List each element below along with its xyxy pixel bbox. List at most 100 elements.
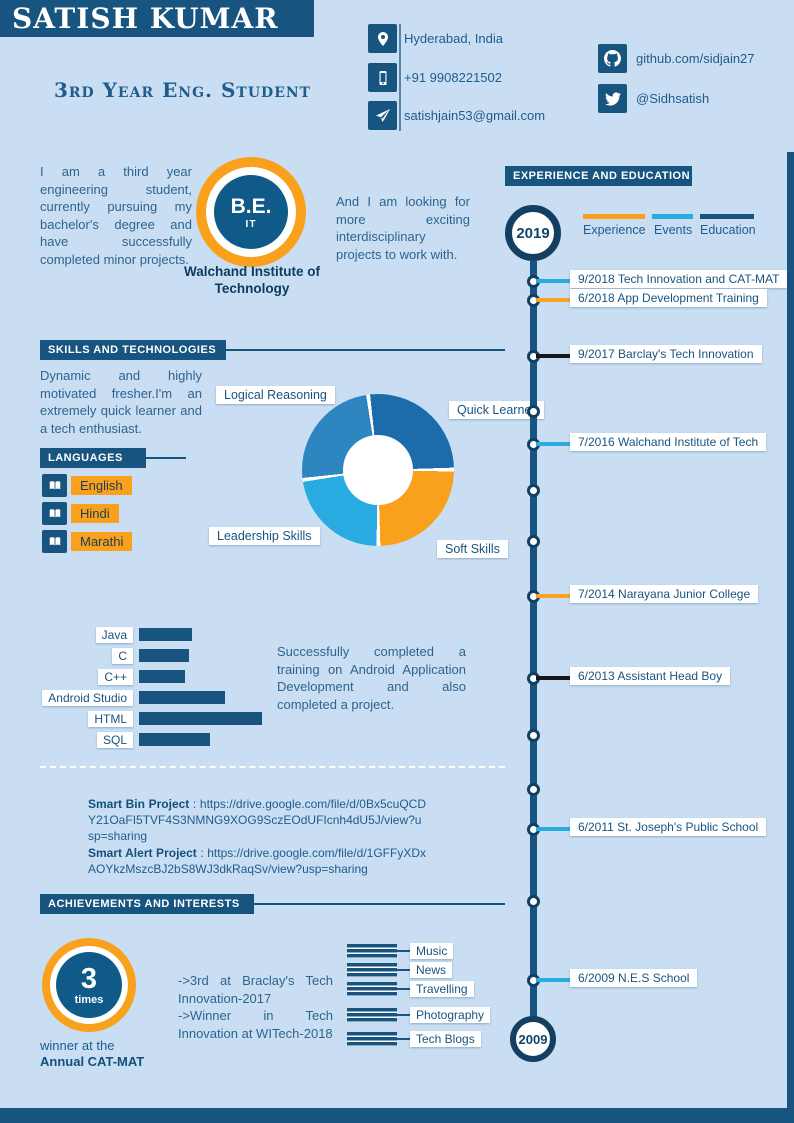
achievement-bullets: ->3rd at Braclay's Tech Innovation-2017 …: [178, 972, 333, 1042]
bar-row: C++: [40, 668, 185, 685]
legend-label-education: Education: [700, 223, 756, 237]
interest-row: Photography: [347, 1007, 491, 1023]
timeline-entry-label: 9/2018 Tech Innovation and CAT-MAT: [570, 270, 788, 288]
achievement-unit: times: [74, 993, 104, 1006]
project-url[interactable]: : https://drive.google.com/file/d/1GFFyX…: [88, 845, 426, 876]
bar-html: [139, 712, 262, 725]
interest-bars-icon: [347, 944, 397, 958]
achievement-bullet: ->Winner in Tech Innovation at WITech-20…: [178, 1008, 333, 1041]
timeline-tick: [536, 676, 570, 680]
timeline-start-year: 2019: [505, 205, 561, 261]
skills-description: Dynamic and highly motivated fresher.I'm…: [40, 368, 202, 436]
person-subtitle: 3rd Year Eng. Student: [54, 78, 312, 102]
interest-row: Travelling: [347, 981, 474, 997]
timeline-tick: [536, 594, 570, 598]
timeline-entry-label: 6/2013 Assistant Head Boy: [570, 667, 731, 685]
bar-label: Android Studio: [42, 689, 133, 706]
project-url[interactable]: : https://drive.google.com/file/d/0Bx5cu…: [88, 797, 426, 844]
interest-connector: [397, 1038, 410, 1040]
donut-label-soft-skills: Soft Skills: [437, 540, 508, 558]
section-title-achievements: ACHIEVEMENTS AND INTERESTS: [40, 894, 254, 914]
donut-hole: [343, 435, 413, 505]
timeline-entry-label: 7/2014 Narayana Junior College: [570, 585, 759, 603]
right-edge-strip: [787, 152, 794, 1108]
phone-icon: [368, 63, 397, 92]
language-icon: [42, 474, 67, 497]
interest-label: Tech Blogs: [410, 1031, 481, 1047]
timeline-tick: [536, 279, 570, 283]
interest-row: News: [347, 962, 453, 978]
achievement-caption-bold: Annual CAT-MAT: [40, 1054, 145, 1069]
interest-label: Music: [410, 943, 454, 959]
section-rule: [254, 903, 505, 905]
timeline-tick: [536, 354, 570, 358]
timeline-tick: [536, 827, 570, 831]
bar-row: HTML: [40, 710, 262, 727]
contact-email[interactable]: satishjain53@gmail.com: [404, 108, 546, 123]
bar-c: [139, 649, 189, 662]
year-label: 2009: [518, 1031, 548, 1047]
language-chip: Marathi: [71, 532, 133, 551]
language-chip: Hindi: [71, 504, 119, 523]
timeline-entry-label: 7/2016 Walchand Institute of Tech: [570, 433, 767, 451]
section-title-timeline: EXPERIENCE AND EDUCATION: [505, 166, 692, 186]
project-line[interactable]: Smart Bin Project : https://drive.google…: [88, 796, 426, 845]
location-icon: [368, 24, 397, 53]
interest-bars-icon: [347, 963, 397, 977]
interest-bars-icon: [347, 1008, 397, 1022]
dashed-divider: [40, 766, 505, 768]
interest-row: Music: [347, 943, 454, 959]
section-rule: [146, 457, 186, 459]
interest-bars-icon: [347, 982, 397, 996]
section-title-skills: SKILLS AND TECHNOLOGIES: [40, 340, 226, 360]
bar-label: SQL: [96, 731, 133, 748]
interest-label: Photography: [410, 1007, 491, 1023]
contact-location: Hyderabad, India: [404, 31, 504, 46]
person-name: SATISH KUMAR: [12, 2, 279, 35]
bar-row: Java: [40, 626, 192, 643]
bar-sql: [139, 733, 210, 746]
timeline-tick: [536, 978, 570, 982]
language-row: English: [42, 474, 132, 497]
timeline-entry-label: 6/2011 St. Joseph's Public School: [570, 818, 767, 836]
project-line[interactable]: Smart Alert Project : https://drive.goog…: [88, 845, 426, 877]
achievement-count: 3: [80, 962, 98, 995]
achievement-bullet: ->3rd at Braclay's Tech Innovation-2017: [178, 973, 333, 1006]
section-rule: [226, 349, 505, 351]
institute-name: Walchand Institute of Technology: [184, 264, 320, 296]
legend-bar-experience: [583, 214, 645, 219]
donut-label-logical-reasoning: Logical Reasoning: [216, 386, 335, 404]
degree-field: IT: [245, 218, 257, 230]
bar-row: C: [40, 647, 189, 664]
timeline-entry-label: 6/2018 App Development Training: [570, 289, 767, 307]
timeline-tick: [536, 442, 570, 446]
timeline-end-year: 2009: [510, 1016, 556, 1062]
legend-bar-events: [652, 214, 693, 219]
email-icon: [368, 101, 397, 130]
bar-label: HTML: [88, 710, 133, 727]
twitter-icon: [598, 84, 627, 113]
interest-row: Tech Blogs: [347, 1031, 481, 1047]
name-banner: SATISH KUMAR: [0, 0, 314, 37]
bar-row: Android Studio: [40, 689, 225, 706]
interest-connector: [397, 1014, 410, 1016]
timeline-tick: [536, 298, 570, 302]
timeline-line: [530, 261, 537, 1018]
legend-label-experience: Experience: [583, 223, 646, 237]
language-icon: [42, 502, 67, 525]
language-row: Hindi: [42, 502, 119, 525]
bar-label: C++: [98, 668, 133, 685]
bar-android-studio: [139, 691, 225, 704]
social-twitter[interactable]: @Sidhsatish: [636, 91, 710, 106]
legend-bar-education: [700, 214, 754, 219]
social-github[interactable]: github.com/sidjain27: [636, 51, 755, 66]
interest-connector: [397, 950, 410, 952]
year-label: 2019: [516, 224, 550, 242]
contact-phone[interactable]: +91 9908221502: [404, 70, 502, 85]
interest-connector: [397, 969, 410, 971]
bar-cpp: [139, 670, 185, 683]
achievement-caption: winner at the: [40, 1038, 115, 1053]
skills-donut-chart: [302, 394, 454, 546]
language-icon: [42, 530, 67, 553]
achievement-badge: 3 times: [42, 938, 136, 1032]
